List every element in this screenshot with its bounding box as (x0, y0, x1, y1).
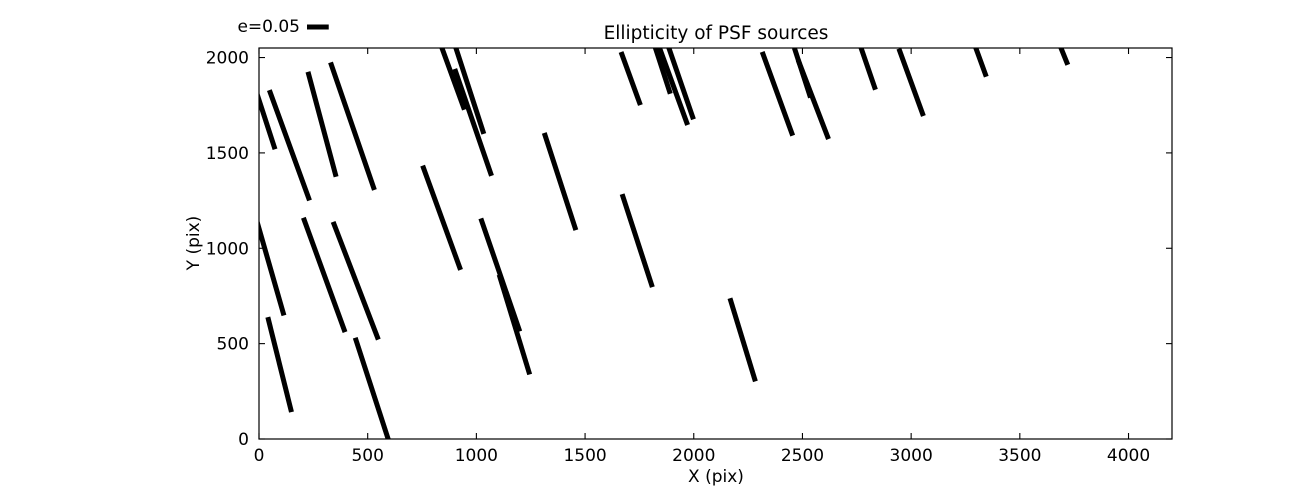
whisker-segment (666, 48, 696, 121)
x-axis-ticks: 0 500 1000 1500 2000 2500 3000 3500 4000 (254, 48, 1150, 466)
whisker-segment (727, 297, 758, 383)
whisker-segment (759, 51, 796, 137)
whisker-segment (496, 273, 533, 376)
whisker-segment (453, 48, 487, 135)
x-tick-label: 3500 (998, 446, 1041, 466)
axes-frame (258, 47, 1173, 440)
whisker-segment (259, 91, 278, 151)
whisker-segment (330, 220, 381, 341)
whisker-segment (420, 164, 463, 271)
whisker-segment (301, 216, 348, 334)
whisker-clip-group (259, 48, 1071, 439)
y-tick-label: 1000 (206, 239, 249, 259)
whisker-segment (652, 48, 673, 95)
x-tick-label: 500 (351, 446, 383, 466)
whisker-segment (896, 48, 926, 117)
whisker-segment (328, 61, 377, 191)
whisker-segment (352, 336, 391, 439)
legend-label-e: e=0.05 (237, 17, 300, 37)
whisker-segment (259, 219, 287, 317)
chart-title: Ellipticity of PSF sources (604, 23, 829, 44)
y-tick-label: 500 (217, 335, 249, 355)
whisker-segment (452, 68, 494, 177)
whisker-segment (858, 48, 878, 91)
x-tick-label: 4000 (1107, 446, 1150, 466)
y-axis-ticks: 0 500 1000 1500 2000 (206, 49, 1172, 450)
x-tick-label: 2000 (672, 446, 715, 466)
whisker-segment (305, 71, 339, 178)
whisker-segment (619, 193, 655, 288)
whisker-series (259, 48, 1071, 439)
y-tick-label: 0 (238, 430, 249, 450)
whisker-segment (656, 48, 690, 126)
x-tick-label: 1000 (455, 446, 498, 466)
x-tick-label: 3000 (890, 446, 933, 466)
x-tick-label: 0 (254, 446, 265, 466)
x-tick-label: 1500 (563, 446, 606, 466)
whisker-segment (795, 59, 831, 140)
whisker-segment (439, 48, 467, 111)
x-axis-label: X (pix) (688, 467, 744, 487)
whisker-segment (1058, 48, 1071, 66)
whisker-segment (618, 51, 643, 106)
whisker-segment (267, 89, 312, 202)
whisker-segment (265, 316, 294, 413)
x-tick-label: 2500 (781, 446, 824, 466)
y-axis-label: Y (pix) (184, 216, 204, 272)
whisker-segment (973, 48, 989, 78)
whisker-segment (541, 132, 579, 231)
y-tick-label: 2000 (206, 49, 249, 69)
y-tick-label: 1500 (206, 144, 249, 164)
